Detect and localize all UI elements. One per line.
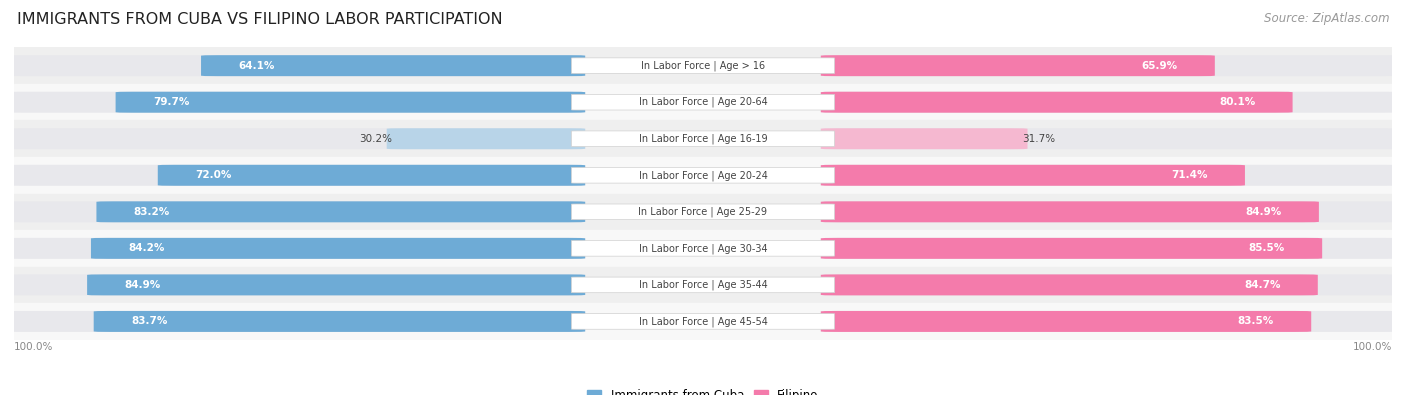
Bar [14,84,1392,120]
Bar [14,47,1392,84]
Text: IMMIGRANTS FROM CUBA VS FILIPINO LABOR PARTICIPATION: IMMIGRANTS FROM CUBA VS FILIPINO LABOR P… [17,12,502,27]
FancyBboxPatch shape [821,92,1292,113]
Text: 84.9%: 84.9% [1246,207,1282,217]
FancyBboxPatch shape [821,201,1402,222]
FancyBboxPatch shape [4,238,585,259]
Text: 84.9%: 84.9% [124,280,160,290]
Text: 100.0%: 100.0% [1353,342,1392,352]
FancyBboxPatch shape [821,201,1319,222]
FancyBboxPatch shape [91,238,585,259]
FancyBboxPatch shape [4,311,585,332]
FancyBboxPatch shape [821,55,1402,76]
FancyBboxPatch shape [115,92,585,113]
FancyBboxPatch shape [821,311,1312,332]
FancyBboxPatch shape [821,275,1402,295]
FancyBboxPatch shape [4,92,585,113]
FancyBboxPatch shape [821,311,1402,332]
FancyBboxPatch shape [571,131,835,147]
FancyBboxPatch shape [571,204,835,220]
FancyBboxPatch shape [94,311,585,332]
FancyBboxPatch shape [571,277,835,293]
Bar [14,194,1392,230]
FancyBboxPatch shape [571,241,835,256]
FancyBboxPatch shape [821,238,1402,259]
Bar [14,230,1392,267]
FancyBboxPatch shape [821,55,1215,76]
FancyBboxPatch shape [157,165,585,186]
FancyBboxPatch shape [4,128,585,149]
Bar [14,120,1392,157]
Text: 64.1%: 64.1% [238,61,274,71]
Bar [14,157,1392,194]
FancyBboxPatch shape [821,128,1402,149]
Text: 79.7%: 79.7% [153,97,190,107]
Text: In Labor Force | Age 25-29: In Labor Force | Age 25-29 [638,207,768,217]
Text: In Labor Force | Age 20-64: In Labor Force | Age 20-64 [638,97,768,107]
Text: 84.7%: 84.7% [1244,280,1281,290]
Legend: Immigrants from Cuba, Filipino: Immigrants from Cuba, Filipino [582,384,824,395]
Text: 83.7%: 83.7% [131,316,167,326]
FancyBboxPatch shape [4,201,585,222]
FancyBboxPatch shape [87,275,585,295]
Text: 84.2%: 84.2% [128,243,165,253]
FancyBboxPatch shape [4,55,585,76]
Text: Source: ZipAtlas.com: Source: ZipAtlas.com [1264,12,1389,25]
FancyBboxPatch shape [571,94,835,110]
FancyBboxPatch shape [571,58,835,73]
Text: 80.1%: 80.1% [1219,97,1256,107]
Text: In Labor Force | Age 20-24: In Labor Force | Age 20-24 [638,170,768,181]
FancyBboxPatch shape [821,128,1028,149]
Text: 71.4%: 71.4% [1171,170,1208,180]
FancyBboxPatch shape [571,314,835,329]
FancyBboxPatch shape [821,165,1402,186]
Text: 31.7%: 31.7% [1022,134,1054,144]
FancyBboxPatch shape [821,275,1317,295]
Text: 72.0%: 72.0% [195,170,232,180]
Text: 83.2%: 83.2% [134,207,170,217]
Text: In Labor Force | Age 35-44: In Labor Force | Age 35-44 [638,280,768,290]
FancyBboxPatch shape [821,238,1322,259]
Text: 30.2%: 30.2% [359,134,392,144]
Bar [14,267,1392,303]
Bar [14,303,1392,340]
Text: 85.5%: 85.5% [1249,243,1285,253]
Text: 65.9%: 65.9% [1142,61,1178,71]
FancyBboxPatch shape [821,165,1244,186]
FancyBboxPatch shape [4,275,585,295]
FancyBboxPatch shape [201,55,585,76]
FancyBboxPatch shape [4,165,585,186]
FancyBboxPatch shape [571,167,835,183]
Text: 83.5%: 83.5% [1237,316,1274,326]
Text: In Labor Force | Age 45-54: In Labor Force | Age 45-54 [638,316,768,327]
Text: In Labor Force | Age 30-34: In Labor Force | Age 30-34 [638,243,768,254]
FancyBboxPatch shape [387,128,585,149]
FancyBboxPatch shape [821,92,1402,113]
Text: In Labor Force | Age 16-19: In Labor Force | Age 16-19 [638,134,768,144]
FancyBboxPatch shape [97,201,585,222]
Text: 100.0%: 100.0% [14,342,53,352]
Text: In Labor Force | Age > 16: In Labor Force | Age > 16 [641,60,765,71]
